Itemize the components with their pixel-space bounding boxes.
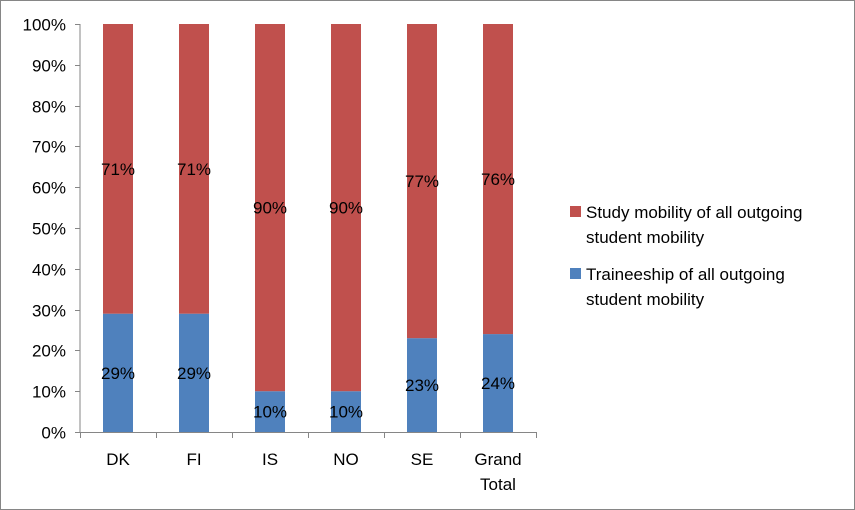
legend-label: Study mobility of all outgoing student mo… bbox=[586, 203, 802, 247]
y-tick-label: 40% bbox=[32, 261, 66, 280]
x-tick-label: SE bbox=[411, 450, 434, 469]
bar-segment bbox=[483, 334, 513, 432]
y-tick-label: 60% bbox=[32, 179, 66, 198]
legend-swatch bbox=[570, 268, 581, 279]
data-label: 10% bbox=[329, 403, 363, 422]
data-label: 29% bbox=[177, 364, 211, 383]
data-label: 29% bbox=[101, 364, 135, 383]
bar-segment bbox=[103, 24, 133, 314]
bars bbox=[103, 24, 513, 432]
y-tick-label: 0% bbox=[41, 424, 66, 443]
x-tick-label: FI bbox=[186, 450, 201, 469]
data-label: 77% bbox=[405, 172, 439, 191]
data-label: 23% bbox=[405, 376, 439, 395]
y-tick-label: 100% bbox=[23, 16, 66, 35]
bar-segment bbox=[255, 24, 285, 392]
y-tick-label: 70% bbox=[32, 138, 66, 157]
bar-segment bbox=[331, 24, 361, 392]
x-tick-label: DK bbox=[106, 450, 130, 469]
legend: Study mobility of all outgoing student mo… bbox=[570, 203, 802, 309]
data-label: 71% bbox=[177, 160, 211, 179]
bar-segment bbox=[103, 313, 133, 432]
y-tick-label: 80% bbox=[32, 98, 66, 117]
data-label: 10% bbox=[253, 403, 287, 422]
y-tick-label: 10% bbox=[32, 383, 66, 402]
bar-segment bbox=[407, 338, 437, 432]
bar-segment bbox=[179, 313, 209, 432]
data-label: 90% bbox=[253, 199, 287, 218]
bar-segment bbox=[331, 391, 361, 432]
data-label: 90% bbox=[329, 199, 363, 218]
y-tick-label: 90% bbox=[32, 57, 66, 76]
y-tick-label: 20% bbox=[32, 342, 66, 361]
x-tick-label: IS bbox=[262, 450, 278, 469]
data-label: 71% bbox=[101, 160, 135, 179]
y-axis: 0% 10% 20% 30% 40% 50% 60% 70% 80% 90% 100% bbox=[23, 16, 81, 443]
data-labels: 29% 71% 29% 71% 10% 90% 10% 90% 23% 77% 24% 76% bbox=[101, 160, 515, 422]
y-tick-label: 50% bbox=[32, 220, 66, 239]
data-label: 76% bbox=[481, 170, 515, 189]
bar-segment bbox=[407, 24, 437, 339]
x-axis: DK FI IS NO SE Grand Total bbox=[80, 432, 537, 494]
y-tick-label: 30% bbox=[32, 302, 66, 321]
x-tick-label: NO bbox=[333, 450, 359, 469]
x-tick-label: Grand Total bbox=[474, 450, 521, 494]
legend-label: Traineeship of all outgoing student mobil… bbox=[586, 265, 785, 309]
bar-segment bbox=[179, 24, 209, 314]
bar-segment bbox=[483, 24, 513, 335]
legend-swatch bbox=[570, 206, 581, 217]
bar-segment bbox=[255, 391, 285, 432]
data-label: 24% bbox=[481, 374, 515, 393]
